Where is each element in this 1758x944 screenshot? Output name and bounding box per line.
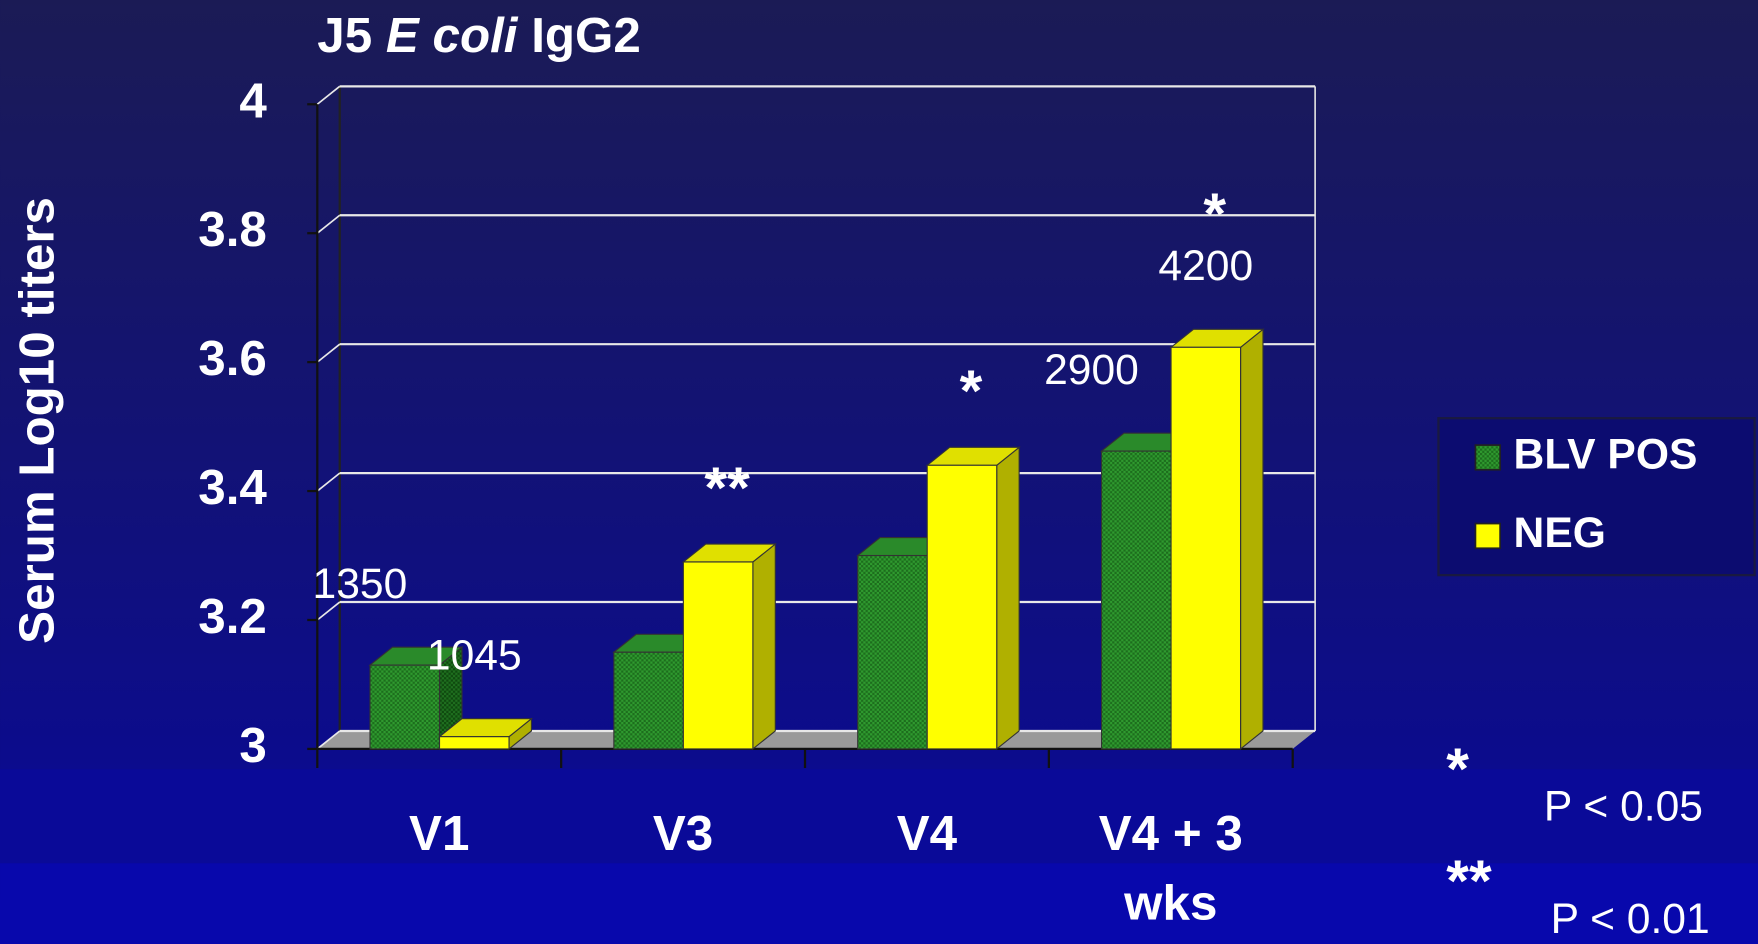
- grid-line: [316, 472, 341, 492]
- note-text: P < 0.05: [1544, 783, 1703, 831]
- bar: [1100, 450, 1172, 750]
- legend-swatch: [1474, 444, 1501, 471]
- note-symbol: *: [1446, 737, 1469, 802]
- value-label: 4200: [1158, 242, 1253, 290]
- band: [0, 769, 1758, 864]
- x-tick-label-box: V4: [896, 806, 958, 862]
- grid-line: [316, 343, 341, 363]
- chart-title: J5 E coli IgG2: [317, 8, 641, 63]
- bar: [1170, 346, 1242, 750]
- grid-line: [316, 730, 341, 750]
- x-tick-label: V4: [896, 806, 958, 862]
- bar: [438, 736, 510, 750]
- bar-side: [1240, 328, 1264, 751]
- bar-side: [996, 446, 1020, 751]
- y-tick-label: 4: [239, 73, 267, 128]
- grid-line: [316, 214, 341, 234]
- legend-label: NEG: [1514, 509, 1606, 557]
- bar: [682, 561, 754, 750]
- legend-label: BLV POS: [1514, 431, 1698, 479]
- band: [0, 863, 1758, 944]
- note-text: P < 0.01: [1551, 895, 1710, 943]
- x-tick-label-box: V1: [409, 806, 470, 862]
- x-tick-label-box: V3: [652, 806, 714, 862]
- bar: [613, 651, 684, 750]
- y-tick-label: 3.4: [198, 460, 267, 515]
- x-tick-label: V1: [409, 806, 470, 862]
- y-tick-label: 3.6: [198, 331, 267, 386]
- y-axis-label: Serum Log10 titers: [9, 197, 64, 644]
- value-label: 2900: [1044, 346, 1139, 394]
- significance-mark: *: [960, 359, 983, 424]
- value-label: 1350: [313, 560, 408, 608]
- note-symbol: **: [1446, 849, 1492, 914]
- legend-swatch: [1474, 522, 1501, 550]
- significance-mark: *: [1203, 182, 1226, 247]
- bar: [857, 554, 928, 750]
- x-tick-label: V4 + 3 wks: [1098, 806, 1243, 931]
- bar: [369, 664, 441, 750]
- grid-line: [316, 85, 341, 105]
- floor: [317, 730, 1316, 749]
- y-tick-label: 3.8: [198, 202, 267, 257]
- bar-side: [752, 542, 776, 751]
- value-label: 1045: [427, 631, 522, 679]
- y-tick-label: 3: [239, 718, 266, 773]
- x-tick-label: V3: [652, 806, 714, 862]
- grid-line: [316, 601, 341, 621]
- significance-mark: **: [704, 456, 750, 521]
- x-tick-label-box: V4 + 3 wks: [1098, 806, 1243, 931]
- bar: [926, 464, 998, 750]
- y-tick-label: 3.2: [198, 589, 267, 644]
